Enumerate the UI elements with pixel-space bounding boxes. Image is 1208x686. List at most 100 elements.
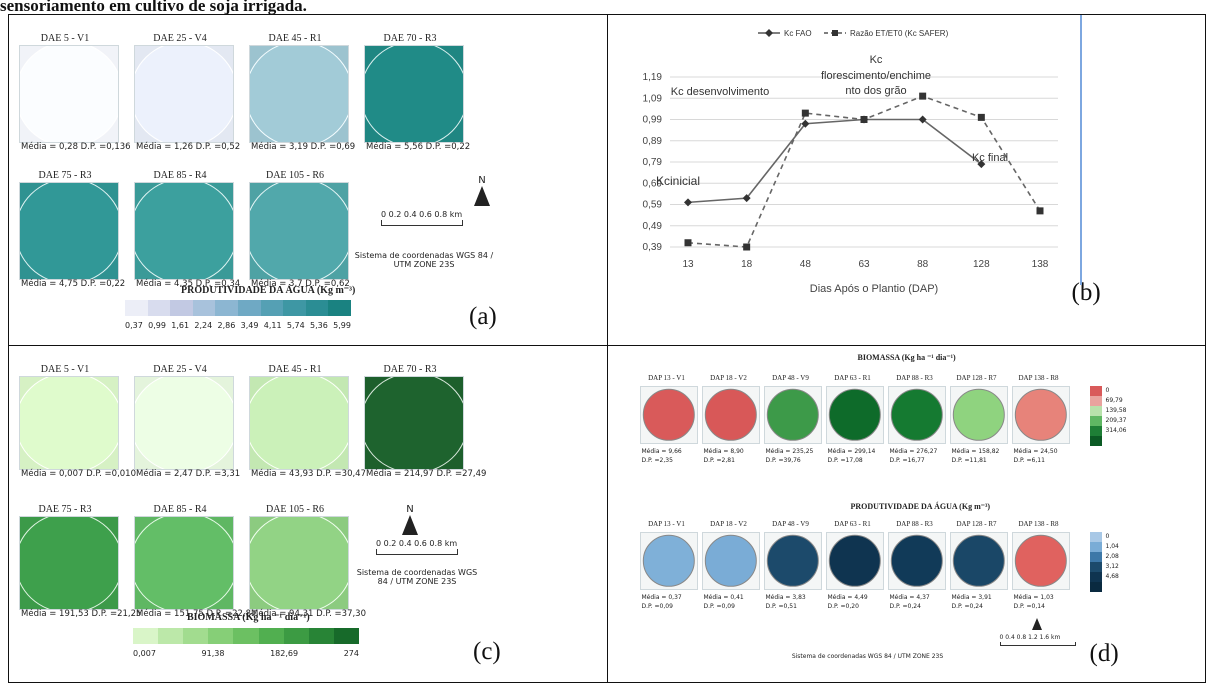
map-title: DAP 88 - R3 <box>896 374 933 382</box>
scale-label: 0 0.4 0.8 1.2 1.6 km <box>999 634 1061 641</box>
legend-tick: 3,12 <box>1105 563 1119 570</box>
data-point-marker <box>976 160 985 169</box>
legend-tick: 139,58 <box>1105 407 1127 414</box>
data-point-marker <box>977 113 985 121</box>
y-tick-label: 0,99 <box>642 115 662 126</box>
pivot-circle <box>250 183 348 279</box>
map-title: DAP 18 - V2 <box>710 374 747 382</box>
legend-tick: 2,24 <box>194 321 213 330</box>
data-point-marker <box>742 243 750 251</box>
legend-swatch <box>1089 582 1102 592</box>
legend-tick: 1,04 <box>1105 543 1119 550</box>
pivot-circle <box>20 517 118 609</box>
panel-label-c: (c) <box>473 638 501 665</box>
y-tick-label: 1,19 <box>642 72 662 83</box>
legend-swatch <box>1089 542 1102 552</box>
map-thumbnail <box>639 532 698 590</box>
map-thumbnail <box>364 376 464 470</box>
legend-swatch <box>1089 436 1102 446</box>
map-statistics: Média = 94,31 D.P. =37,30 <box>251 609 366 619</box>
legend-colorbar <box>125 300 351 316</box>
crs-note: Sistema de coordenadas WGS 84 / UTM ZONE… <box>356 568 478 586</box>
map-title: DAP 63 - R1 <box>834 374 871 382</box>
map-title: DAE 85 - R4 <box>153 170 207 181</box>
map-thumbnail <box>134 376 234 470</box>
north-arrow-icon <box>1031 618 1042 630</box>
pivot-circle <box>135 517 233 609</box>
map-statistics: Média = 4,75 D.P. =0,22 <box>21 279 126 289</box>
scale-label: 0 0.2 0.4 0.6 0.8 km <box>376 539 458 548</box>
pivot-circle <box>766 388 819 442</box>
pivot-circle <box>250 517 348 609</box>
panel-a: DAE 5 - V1 Média = 0,28 D.P. =0,136 DAE 25… <box>8 14 608 346</box>
legend-ticks: 0,007 91,38 182,69 274 <box>133 649 359 658</box>
legend-marker-kc-safer <box>831 30 838 36</box>
legend-tick: 5,36 <box>310 321 328 330</box>
map-statistics: D.P. =16,77 <box>889 457 925 464</box>
chart-annotation: Kc final <box>971 152 1007 164</box>
map-thumbnail <box>134 182 234 280</box>
pivot-circle <box>250 377 348 469</box>
map-statistics: Média = 43,93 D.P. =30,47 <box>251 469 366 479</box>
map-statistics: D.P. =0,09 <box>641 603 673 610</box>
map-thumbnail <box>364 45 464 143</box>
map-title: DAP 88 - R3 <box>896 520 933 528</box>
y-tick-label: 0,79 <box>642 157 662 168</box>
legend-swatch <box>283 300 306 316</box>
pivot-circle <box>135 377 233 469</box>
x-tick-label: 138 <box>1031 259 1048 270</box>
legend-swatch <box>1089 396 1102 406</box>
map-statistics: Média = 2,47 D.P. =3,31 <box>136 469 241 479</box>
legend-swatch <box>308 628 334 644</box>
map-title: DAE 85 - R4 <box>153 504 207 515</box>
legend-tick: 91,38 <box>201 649 225 658</box>
map-thumbnail <box>887 386 946 444</box>
pivot-circle <box>642 388 695 442</box>
map-thumbnail <box>19 182 119 280</box>
pivot-circle <box>1014 388 1067 442</box>
map-thumbnail <box>1011 532 1070 590</box>
legend-tick: 2,86 <box>217 321 236 330</box>
crs-note: Sistema de coordenadas WGS 84 / UTM ZONE… <box>791 653 944 660</box>
legend-tick: 5,99 <box>333 321 351 330</box>
map-statistics: D.P. =0,51 <box>765 603 797 610</box>
panel-label-a: (a) <box>469 303 497 330</box>
map-title: DAE 5 - V1 <box>40 33 90 44</box>
map-statistics: Média = 299,14 <box>827 448 876 455</box>
scale-line <box>999 642 1076 646</box>
map-statistics: Média = 0,007 D.P. =0,010 <box>21 469 136 479</box>
pivot-circle <box>20 377 118 469</box>
map-statistics: Média = 9,66 <box>641 448 682 455</box>
map-title: DAP 18 - V2 <box>710 520 747 528</box>
legend-tick: 5,74 <box>286 321 305 330</box>
map-title: DAE 75 - R3 <box>38 504 92 515</box>
map-statistics: Média = 276,27 <box>889 448 938 455</box>
pivot-circle <box>1014 534 1067 588</box>
map-statistics: Média = 4,37 <box>889 594 930 601</box>
figure-grid: DAE 5 - V1 Média = 0,28 D.P. =0,136 DAE 25… <box>8 14 1206 683</box>
legend-colorbar <box>133 628 359 644</box>
legend-swatch <box>283 628 309 644</box>
map-thumbnail <box>134 45 234 143</box>
map-title: DAP 128 - R7 <box>956 520 997 528</box>
scale-label: 0 0.2 0.4 0.6 0.8 km <box>381 210 463 219</box>
map-title: DAE 105 - R6 <box>265 170 325 181</box>
scale-bar: 0 0.2 0.4 0.6 0.8 km <box>376 539 458 555</box>
map-statistics: D.P. =0,20 <box>827 603 859 610</box>
map-thumbnail <box>134 516 234 610</box>
legend-swatch <box>333 628 359 644</box>
legend-swatch <box>208 628 234 644</box>
panel-d: BIOMASSA (Kg ha ⁻¹ dia⁻¹) PRODUTIVIDADE D… <box>606 345 1206 683</box>
map-thumbnail <box>949 386 1008 444</box>
map-statistics: D.P. =2,81 <box>703 457 735 464</box>
map-statistics: D.P. =0,24 <box>889 603 921 610</box>
legend-swatch <box>1089 552 1102 562</box>
map-title: DAE 45 - R1 <box>268 33 322 44</box>
y-tick-label: 0,69 <box>642 178 662 189</box>
north-arrow-shape <box>474 186 490 206</box>
biomass-colorbar <box>1089 386 1102 446</box>
map-statistics: Média = 3,19 D.P. =0,69 <box>251 142 356 152</box>
map-thumbnail <box>701 386 760 444</box>
data-point-marker <box>860 116 867 123</box>
legend-swatch <box>158 628 184 644</box>
